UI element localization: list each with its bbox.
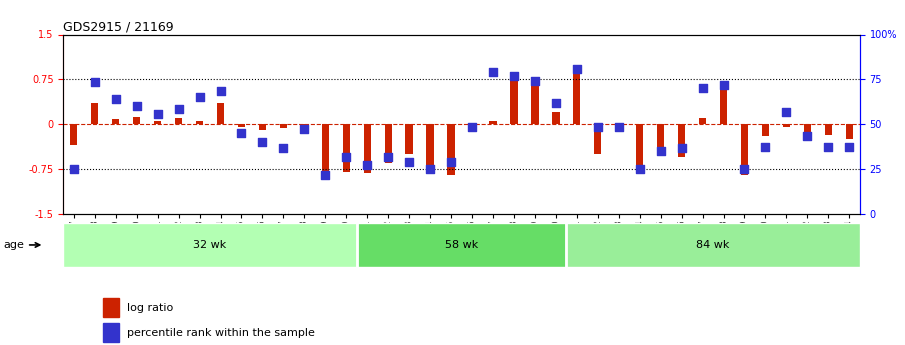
Text: GDS2915 / 21169: GDS2915 / 21169 [63, 20, 174, 33]
Bar [385, 124, 392, 163]
Point [318, 172, 332, 178]
Point [381, 154, 395, 160]
Point [716, 82, 730, 88]
Bar [103, 323, 119, 342]
Bar [762, 124, 769, 136]
Point [528, 78, 542, 84]
Bar [259, 124, 266, 130]
Bar [699, 118, 706, 124]
Point [171, 107, 186, 112]
Bar [321, 124, 329, 175]
Bar [469, 124, 476, 126]
Point [695, 86, 710, 91]
Point [339, 154, 354, 160]
Point [842, 144, 856, 150]
Bar [531, 82, 538, 124]
Point [402, 159, 416, 165]
Bar [195, 121, 204, 124]
Bar [447, 124, 454, 175]
Bar [824, 124, 832, 135]
Point [67, 166, 81, 172]
Point [486, 69, 500, 74]
Point [591, 125, 605, 130]
Text: log ratio: log ratio [127, 303, 174, 313]
Bar [343, 124, 350, 172]
Bar [133, 117, 140, 124]
Bar [573, 73, 580, 124]
Bar [490, 121, 497, 124]
Bar [804, 124, 811, 133]
Point [569, 67, 584, 72]
Point [800, 134, 814, 139]
Point [821, 144, 835, 150]
Point [738, 166, 752, 172]
Point [465, 125, 480, 130]
Point [779, 109, 794, 115]
Bar [91, 103, 99, 124]
FancyBboxPatch shape [357, 223, 567, 267]
Point [150, 111, 165, 117]
Point [633, 166, 647, 172]
FancyBboxPatch shape [567, 223, 860, 267]
Point [674, 145, 689, 151]
Bar [175, 118, 182, 124]
Bar [405, 124, 413, 154]
Bar [238, 124, 245, 127]
Bar [719, 82, 728, 124]
Bar [636, 124, 643, 172]
Point [276, 145, 291, 151]
Point [423, 166, 437, 172]
Text: percentile rank within the sample: percentile rank within the sample [127, 328, 315, 337]
Point [612, 125, 626, 130]
Bar [103, 298, 119, 317]
Point [360, 162, 375, 168]
Point [193, 95, 207, 100]
Bar [154, 121, 161, 124]
Bar [217, 103, 224, 124]
Bar [426, 124, 433, 171]
Text: 58 wk: 58 wk [445, 240, 478, 250]
Text: age: age [4, 240, 40, 250]
Bar [280, 124, 287, 128]
Text: 32 wk: 32 wk [194, 240, 226, 250]
Point [548, 100, 563, 106]
Text: 84 wk: 84 wk [696, 240, 729, 250]
Bar [741, 124, 748, 175]
Bar [510, 76, 518, 124]
Bar [783, 124, 790, 127]
Bar [300, 124, 308, 126]
Point [88, 80, 102, 85]
Bar [552, 112, 559, 124]
Point [255, 139, 270, 145]
Point [214, 89, 228, 94]
Point [507, 73, 521, 79]
Point [443, 159, 458, 165]
Point [234, 130, 249, 136]
Point [109, 96, 123, 102]
Bar [71, 124, 78, 145]
Bar [845, 124, 853, 139]
Bar [594, 124, 602, 154]
Bar [112, 119, 119, 124]
Bar [678, 124, 685, 157]
FancyBboxPatch shape [63, 223, 357, 267]
Bar [657, 124, 664, 151]
Point [129, 104, 144, 109]
Bar [615, 124, 623, 126]
Point [653, 148, 668, 154]
Point [297, 126, 311, 132]
Point [758, 144, 773, 150]
Bar [364, 124, 371, 173]
